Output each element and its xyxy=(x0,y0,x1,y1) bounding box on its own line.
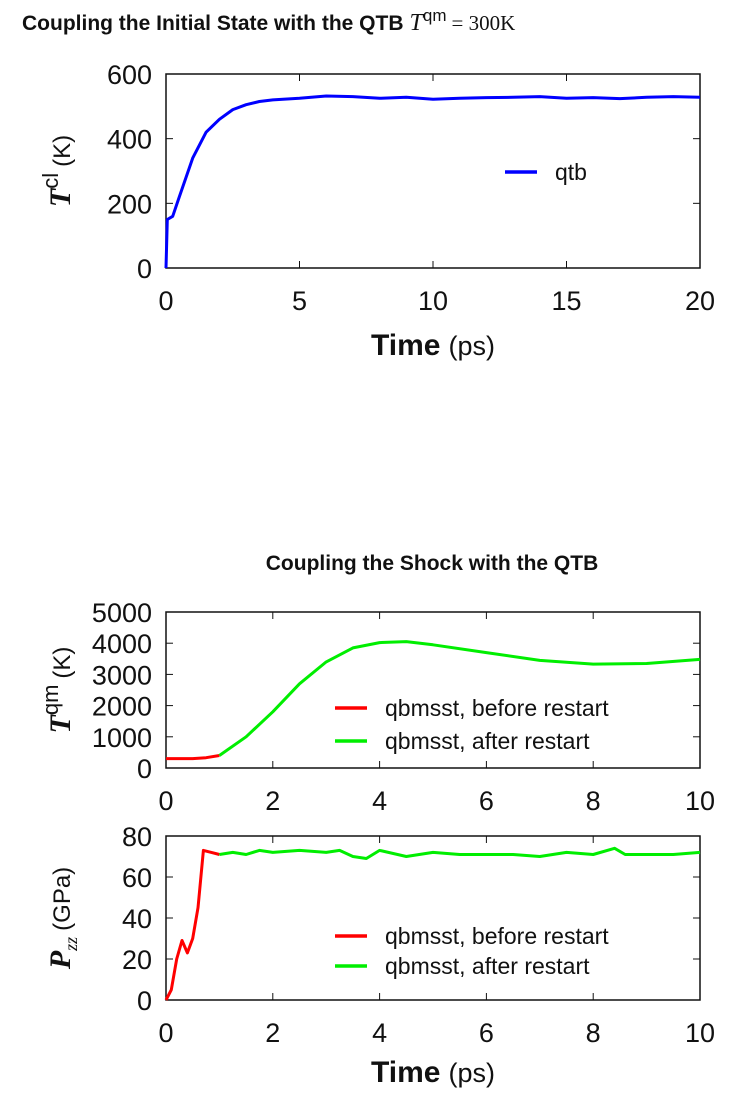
x-tick-label: 2 xyxy=(265,1018,280,1048)
series-line-qbmsst-before-restart xyxy=(166,754,220,761)
y-tick-label: 4000 xyxy=(92,629,152,659)
y-tick-label: 40 xyxy=(122,904,152,934)
y-tick-label: 3000 xyxy=(92,660,152,690)
y-tick-label: 5000 xyxy=(92,598,152,628)
y-axis-label: Tqm(K) xyxy=(38,647,77,734)
x-tick-label: 20 xyxy=(685,286,715,316)
y-axis-label: Pzz(GPa) xyxy=(44,867,81,970)
x-tick-label: 6 xyxy=(479,1018,494,1048)
y-tick-label: 1000 xyxy=(92,723,152,753)
x-tick-label: 0 xyxy=(158,1018,173,1048)
y-tick-label: 200 xyxy=(107,189,152,219)
x-tick-label: 0 xyxy=(158,786,173,816)
x-tick-label: 5 xyxy=(292,286,307,316)
plot-frame xyxy=(165,611,701,769)
x-tick-label: 8 xyxy=(586,786,601,816)
legend-label: qbmsst, after restart xyxy=(385,728,590,754)
x-axis-label: Time (ps) xyxy=(371,329,495,362)
x-tick-label: 10 xyxy=(418,286,448,316)
x-tick-label: 4 xyxy=(372,786,387,816)
x-tick-label: 15 xyxy=(551,286,581,316)
x-axis-label: Time (ps) xyxy=(371,1056,495,1089)
y-tick-label: 80 xyxy=(122,822,152,852)
x-tick-label: 10 xyxy=(685,786,715,816)
plot-frame xyxy=(165,73,701,269)
y-tick-label: 600 xyxy=(107,60,152,90)
series-line-qbmsst-before-restart xyxy=(164,848,220,1001)
chart-title-2: Coupling the Shock with the QTB xyxy=(266,552,598,575)
x-tick-label: 4 xyxy=(372,1018,387,1048)
y-axis-label: Tcl(K) xyxy=(38,135,77,207)
y-tick-label: 0 xyxy=(137,986,152,1016)
y-tick-label: 0 xyxy=(137,754,152,784)
chart-title-1: Coupling the Initial State with the QTB T… xyxy=(22,6,515,36)
y-tick-label: 60 xyxy=(122,863,152,893)
series-line-qtb xyxy=(164,94,701,269)
y-tick-label: 0 xyxy=(137,254,152,284)
y-tick-label: 2000 xyxy=(92,692,152,722)
y-tick-label: 400 xyxy=(107,125,152,155)
x-tick-label: 6 xyxy=(479,786,494,816)
x-tick-label: 2 xyxy=(265,786,280,816)
x-tick-label: 10 xyxy=(685,1018,715,1048)
legend-label: qbmsst, after restart xyxy=(385,953,590,979)
series-line-qbmsst-after-restart xyxy=(218,640,701,757)
plot-pzz: 0 2 4 6 8 10 0 20 40 60 80 Pzz(GPa) Time (ps) qbmsst, … xyxy=(44,822,715,1089)
series-line-qbmsst-after-restart xyxy=(219,846,701,860)
legend-label: qbmsst, before restart xyxy=(385,923,609,949)
plot-tqm: 0 2 4 6 8 10010002000300040005000Tqm(K)qbmsst… xyxy=(38,598,715,816)
legend-label: qtb xyxy=(555,159,587,185)
legend-label: qbmsst, before restart xyxy=(385,695,609,721)
x-tick-label: 8 xyxy=(586,1018,601,1048)
x-tick-label: 0 xyxy=(158,286,173,316)
y-tick-label: 20 xyxy=(122,945,152,975)
